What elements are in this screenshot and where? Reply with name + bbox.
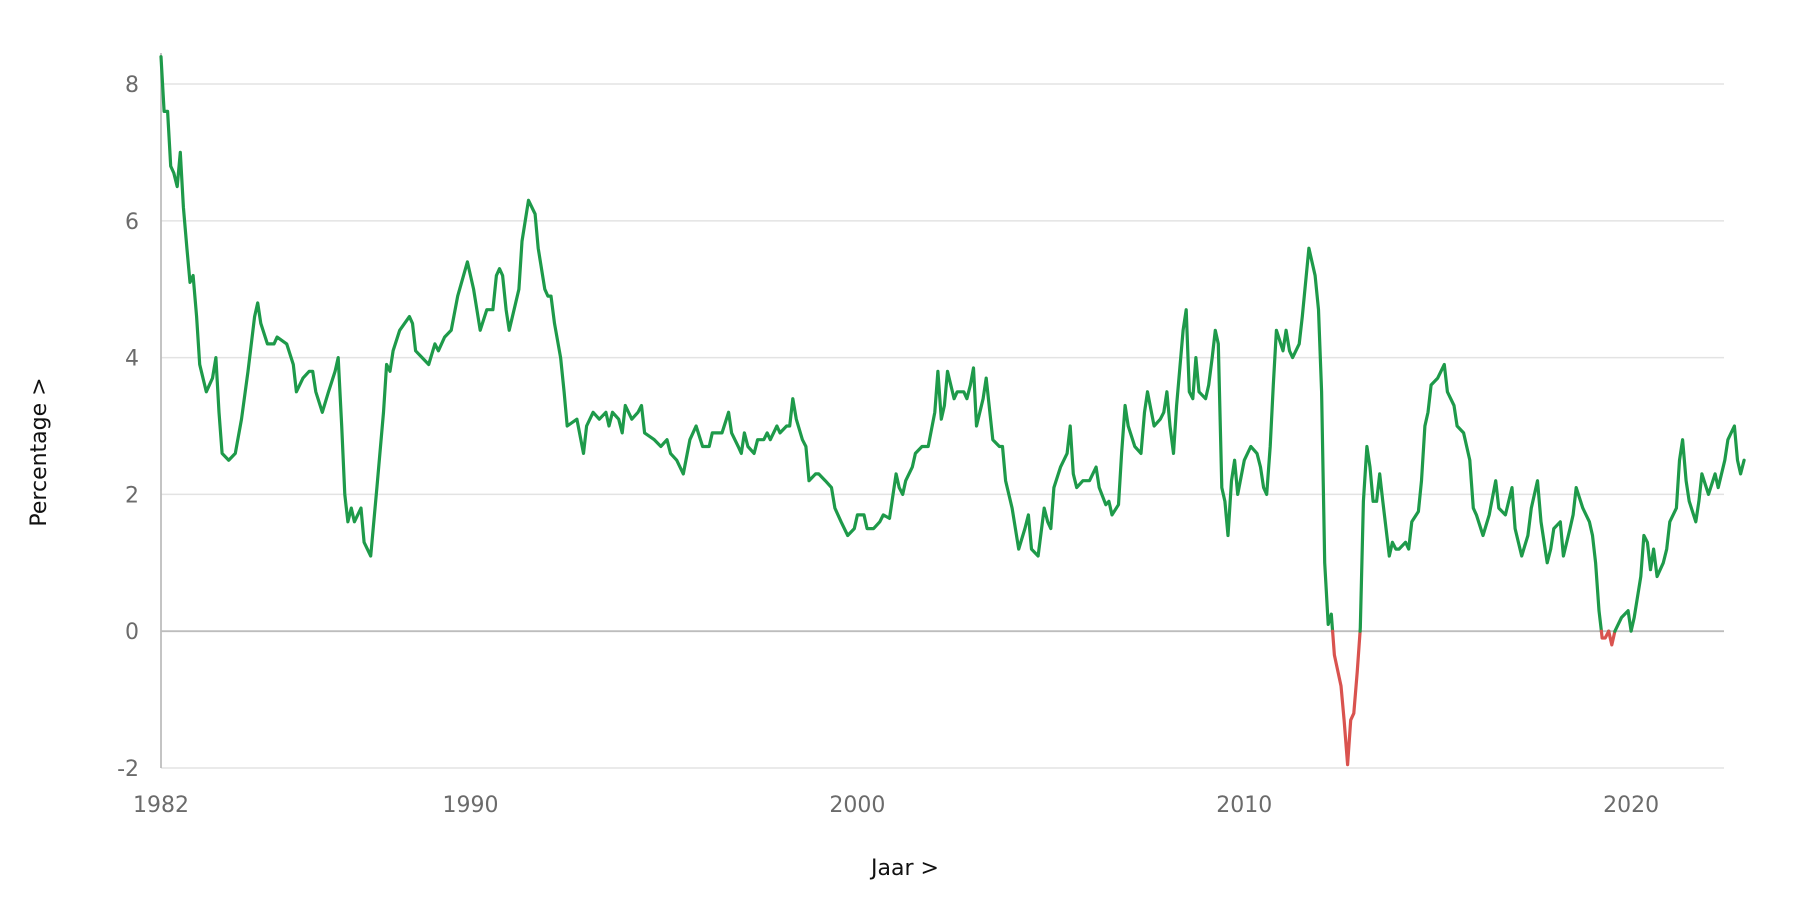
- series-line-positive: [1358, 362, 1603, 633]
- series-line-positive: [159, 55, 1335, 633]
- series-line-negative: [1331, 629, 1362, 767]
- y-tick-label: 4: [125, 347, 139, 372]
- series-line-negative: [1599, 629, 1611, 640]
- y-axis-title: Percentage >: [27, 377, 52, 526]
- gridlines: [161, 83, 1724, 769]
- x-tick-label: 2000: [829, 793, 885, 818]
- x-tick-label: 1990: [443, 793, 499, 818]
- y-tick-label: 0: [125, 620, 139, 645]
- series-line-negative: [1607, 629, 1617, 647]
- series-line-positive: [1613, 424, 1746, 633]
- series-layer: [159, 55, 1746, 767]
- y-tick-label: -2: [117, 757, 139, 782]
- y-tick-label: 2: [125, 483, 139, 508]
- x-axis-title: Jaar >: [869, 856, 939, 881]
- x-tick-label: 1982: [133, 793, 189, 818]
- y-tick-label: 8: [125, 73, 139, 98]
- x-tick-label: 2020: [1603, 793, 1659, 818]
- x-tick-label: 2010: [1216, 793, 1272, 818]
- tick-labels: -2 0 2 4 6 8 1982 1990 2000 2010 2020: [117, 73, 1659, 818]
- y-tick-label: 6: [125, 210, 139, 235]
